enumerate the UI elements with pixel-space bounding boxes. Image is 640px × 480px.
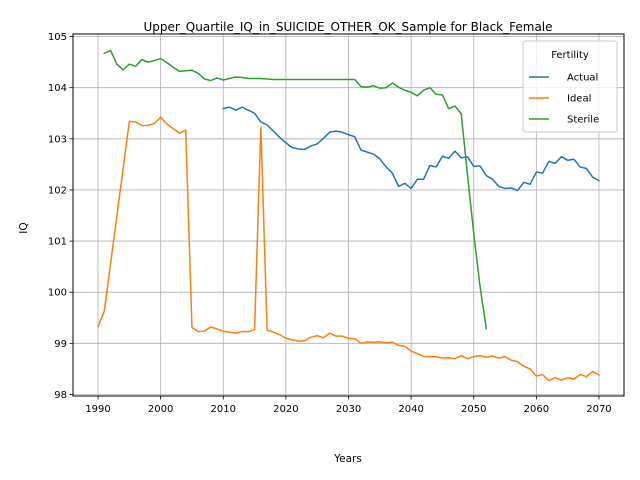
- x-tick-label: 1990: [85, 404, 110, 415]
- legend-items: Actual Ideal Sterile: [529, 73, 599, 126]
- x-tick-label: 2050: [461, 404, 486, 415]
- y-tick-label: 102: [48, 185, 67, 196]
- y-tick-label: 103: [48, 134, 67, 145]
- legend-label-actual: Actual: [567, 73, 598, 84]
- x-tick-label: 2010: [211, 404, 236, 415]
- x-tick-label: 2020: [273, 404, 298, 415]
- series-layer: [97, 49, 600, 382]
- series-line-actual: [222, 106, 600, 192]
- x-axis-label: Years: [333, 453, 362, 465]
- y-tick-label: 101: [48, 237, 67, 248]
- legend: Fertility Actual Ideal Sterile: [522, 40, 618, 133]
- legend-label-sterile: Sterile: [567, 115, 599, 126]
- x-tick-label: 2030: [336, 404, 361, 415]
- y-tick-label: 104: [48, 83, 67, 94]
- x-tick-label: 2000: [148, 404, 173, 415]
- x-axis: 1990 2000 2010 2020 2030 2040 2050 2060 2070: [85, 396, 612, 415]
- y-tick-label: 105: [48, 32, 67, 43]
- y-tick-label: 99: [54, 339, 67, 350]
- legend-title: Fertility: [551, 50, 589, 61]
- y-tick-label: 100: [48, 288, 67, 299]
- y-tick-label: 98: [54, 390, 67, 401]
- x-tick-label: 2060: [524, 404, 549, 415]
- y-axis: 98 99 100 101 102 103 104 105: [48, 32, 73, 401]
- legend-label-ideal: Ideal: [567, 94, 591, 105]
- series-line-ideal: [97, 116, 600, 382]
- x-tick-label: 2070: [586, 404, 611, 415]
- y-axis-label: IQ: [18, 222, 30, 233]
- x-tick-label: 2040: [398, 404, 423, 415]
- chart-title: Upper_Quartile_IQ_in_SUICIDE_OTHER_OK_Sa…: [143, 20, 552, 34]
- series-line-sterile: [103, 49, 488, 330]
- legend-box: [522, 40, 618, 133]
